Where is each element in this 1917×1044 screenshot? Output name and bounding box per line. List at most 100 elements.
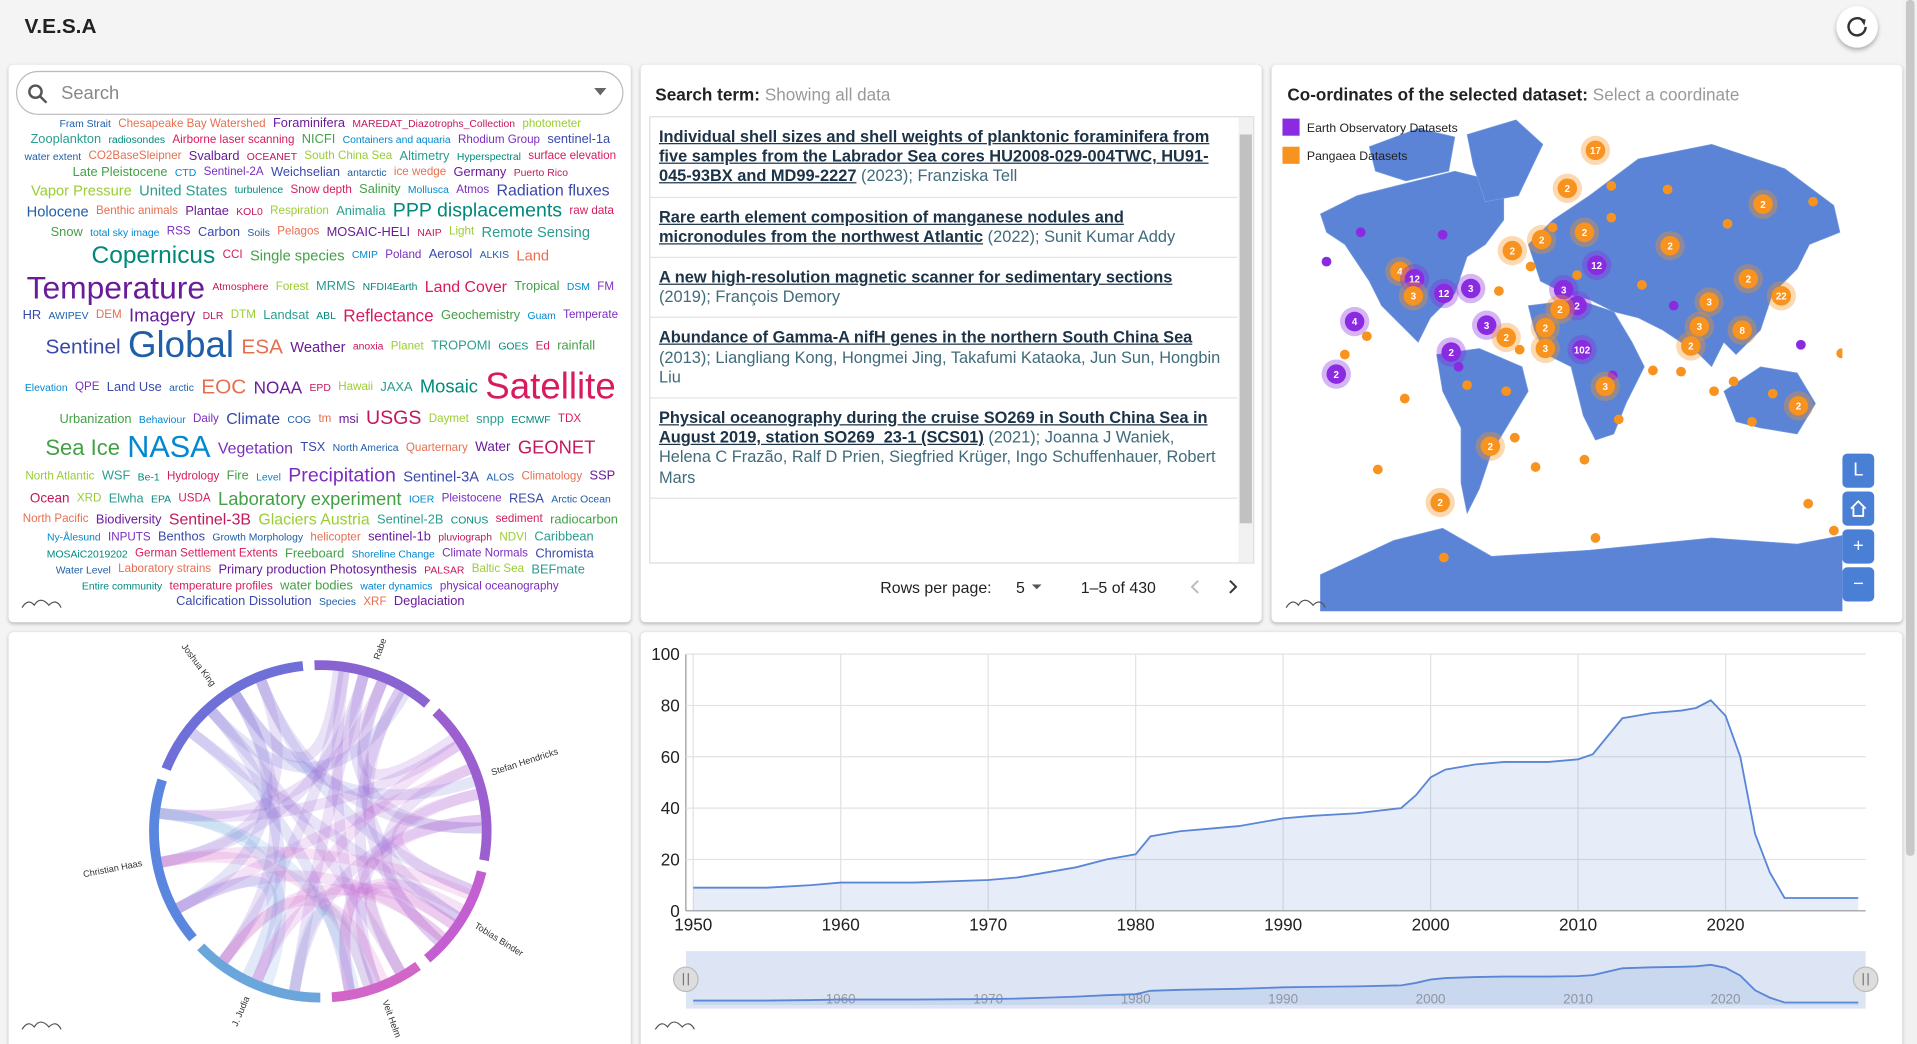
chord-card xyxy=(8,632,631,1044)
cluster[interactable] xyxy=(1557,178,1578,199)
cluster[interactable] xyxy=(1496,327,1516,348)
y-tick-label: 40 xyxy=(661,799,680,818)
cloud-word: Level xyxy=(256,470,281,483)
cloud-word: Copernicus xyxy=(91,241,216,269)
map-point xyxy=(1493,286,1504,296)
navigator-handle[interactable] xyxy=(673,966,699,993)
cloud-word: RESA xyxy=(508,491,544,506)
dropdown-arrow xyxy=(594,88,607,96)
ribbon xyxy=(188,728,461,922)
navigator-tick-label: 1980 xyxy=(1121,992,1151,1007)
cluster[interactable] xyxy=(1404,268,1425,289)
cluster[interactable] xyxy=(1390,261,1410,282)
cluster[interactable] xyxy=(1753,194,1773,214)
cloud-word: Species xyxy=(318,595,356,609)
ribbon xyxy=(219,884,446,964)
cloud-word: INPUTS xyxy=(108,530,151,544)
x-tick-label: 1980 xyxy=(1117,915,1155,934)
cloud-word: NICFI xyxy=(301,132,336,148)
ribbon xyxy=(219,895,388,983)
cloud-word: Caribbean xyxy=(534,529,594,545)
cluster[interactable] xyxy=(1738,268,1759,289)
home-button[interactable] xyxy=(1842,491,1875,526)
page-nav[interactable] xyxy=(1186,577,1247,597)
cluster[interactable] xyxy=(1535,317,1556,338)
cluster[interactable] xyxy=(1585,140,1606,161)
cluster[interactable] xyxy=(1344,311,1365,332)
cluster[interactable] xyxy=(1531,229,1552,250)
cloud-word: CONUS xyxy=(450,513,489,526)
ribbon xyxy=(219,691,281,964)
cluster[interactable] xyxy=(1732,320,1752,340)
chord-arc xyxy=(197,943,321,1003)
result-year: (2019); xyxy=(658,287,711,306)
cluster[interactable] xyxy=(1567,295,1587,316)
cluster[interactable] xyxy=(1550,299,1570,320)
rows-per-page[interactable]: 5 xyxy=(1015,578,1025,597)
cloud-word: QPE xyxy=(74,380,100,394)
cluster[interactable] xyxy=(1681,336,1701,356)
search-box[interactable]: Search xyxy=(15,70,624,115)
refresh-button[interactable] xyxy=(1836,6,1878,48)
cluster[interactable] xyxy=(1434,283,1454,304)
cloud-word: Pelagos xyxy=(277,224,320,239)
cloud-word: ice wedge xyxy=(393,165,447,179)
chord-label: Veit Helm xyxy=(380,999,403,1040)
cluster[interactable] xyxy=(1326,364,1347,384)
cluster[interactable] xyxy=(1553,279,1574,300)
zoom-in-button[interactable]: + xyxy=(1842,529,1875,564)
ribbon xyxy=(160,851,374,988)
map-point xyxy=(1339,349,1350,360)
map-point xyxy=(1668,300,1679,311)
cluster[interactable] xyxy=(1535,338,1556,359)
cloud-word: SSP xyxy=(589,468,616,484)
cluster[interactable] xyxy=(1430,492,1450,513)
cloud-word: ABL xyxy=(316,309,336,322)
cloud-word: United States xyxy=(139,181,228,199)
cluster[interactable] xyxy=(1660,235,1680,256)
cloud-word: anoxia xyxy=(352,340,384,353)
cluster-label: 2 xyxy=(1582,228,1588,239)
layer-button[interactable]: L xyxy=(1842,453,1875,488)
cloud-word: Global xyxy=(128,325,235,367)
cloud-word: MAREDAT_Diazotrophs_Collection xyxy=(352,117,516,130)
series-area xyxy=(693,700,1859,911)
cluster[interactable] xyxy=(1572,339,1592,360)
cloud-word: Geochemistry xyxy=(440,307,521,323)
cloud-word: Water xyxy=(475,439,511,455)
result-title[interactable]: Physical oceanography during the cruise … xyxy=(658,408,1208,447)
cluster[interactable] xyxy=(1771,286,1792,306)
cloud-word: South China Sea xyxy=(304,149,393,163)
cluster[interactable] xyxy=(1460,278,1481,299)
cloud-word: Snow depth xyxy=(290,183,352,197)
land xyxy=(1320,527,1843,612)
cloud-word: AWIPEV xyxy=(48,309,89,322)
cloud-word: Elevation xyxy=(24,380,68,394)
cloud-word: Temperate xyxy=(563,308,619,322)
result-title[interactable]: A new high-resolution magnetic scanner f… xyxy=(658,267,1173,287)
cloud-word: TSX xyxy=(300,440,326,455)
result-title[interactable]: Individual shell sizes and shell weights… xyxy=(658,127,1210,186)
ribbon xyxy=(207,708,286,983)
result-title[interactable]: Rare earth element composition of mangan… xyxy=(658,207,1124,246)
cluster[interactable] xyxy=(1574,222,1595,243)
cluster[interactable] xyxy=(1480,436,1501,457)
cluster[interactable] xyxy=(1689,316,1710,337)
cluster[interactable] xyxy=(1502,240,1523,261)
cluster-label: 3 xyxy=(1706,298,1712,309)
cluster[interactable] xyxy=(1586,255,1607,276)
cloud-word: North Pacific xyxy=(22,512,89,526)
navigator-handle[interactable] xyxy=(1852,966,1879,993)
cluster[interactable] xyxy=(1476,315,1497,335)
cloud-word: Water Level xyxy=(55,563,111,576)
result-year: (2023); xyxy=(860,166,913,186)
zoom-out-button[interactable]: − xyxy=(1842,567,1875,602)
ribbon xyxy=(289,904,374,992)
cluster[interactable] xyxy=(1788,396,1809,416)
cluster[interactable] xyxy=(1595,376,1616,397)
cluster[interactable] xyxy=(1403,286,1424,306)
cluster[interactable] xyxy=(1441,342,1461,362)
cluster[interactable] xyxy=(1699,292,1719,312)
ribbon xyxy=(339,814,482,992)
result-title[interactable]: Abundance of Gamma-A nifH genes in the n… xyxy=(658,328,1193,347)
